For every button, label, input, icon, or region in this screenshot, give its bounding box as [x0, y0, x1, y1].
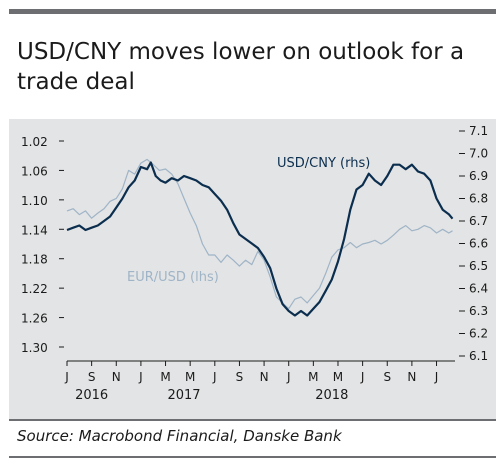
usd-cny-line — [66, 161, 454, 317]
usd-cny-label: USD/CNY (rhs) — [277, 156, 370, 171]
y-left-tick-label: 1.02 — [21, 135, 48, 149]
x-tick-label: S — [88, 370, 96, 384]
x-tick-label: M — [160, 370, 170, 384]
x-tick-label: S — [236, 370, 244, 384]
x-tick-label: M — [185, 370, 195, 384]
chart-panel: USD/CNY moves lower on outlook for a tra… — [9, 9, 496, 461]
y-left-tick-label: 1.06 — [21, 164, 48, 178]
eur-usd-line — [66, 158, 453, 310]
y-left-tick-label: 1.30 — [21, 341, 48, 355]
x-tick-label: J — [138, 370, 143, 384]
y-left-tick-label: 1.22 — [21, 282, 48, 296]
x-tick-label: J — [286, 370, 291, 384]
x-year-label: 2017 — [167, 388, 200, 403]
y-right-tick-label: 6.5 — [469, 259, 488, 273]
x-tick-label: M — [308, 370, 318, 384]
x-year-label: 2016 — [75, 388, 108, 403]
x-tick-label: S — [383, 370, 391, 384]
y-left-tick-label: 1.14 — [21, 223, 48, 237]
x-tick-label: J — [212, 370, 217, 384]
chart-title: USD/CNY moves lower on outlook for a tra… — [17, 39, 465, 95]
x-tick-label: J — [64, 370, 69, 384]
bottom-rule — [9, 456, 496, 458]
y-right-tick-label: 6.8 — [469, 192, 488, 206]
y-right-tick-label: 6.6 — [469, 237, 488, 251]
source-note: Source: Macrobond Financial, Danske Bank — [17, 427, 342, 445]
y-right-tick-label: 7.0 — [469, 147, 488, 161]
y-right-tick-label: 6.9 — [469, 169, 488, 183]
y-right-tick-label: 6.3 — [469, 304, 488, 318]
y-right-tick-label: 6.1 — [469, 349, 488, 363]
eur-usd-label: EUR/USD (lhs) — [127, 270, 219, 285]
y-left-tick-label: 1.18 — [21, 253, 48, 267]
x-tick-label: N — [260, 370, 269, 384]
y-left-tick-label: 1.26 — [21, 312, 48, 326]
source-rule — [9, 419, 496, 421]
line-chart: 1.02 1.06 1.10 1.14 1.18 1.22 1.26 1.30 7.1 7.0 6.… — [21, 124, 488, 403]
x-tick-label: N — [407, 370, 416, 384]
x-year-label: 2018 — [315, 388, 348, 403]
y-right-tick-label: 6.4 — [469, 282, 488, 296]
x-tick-label: J — [434, 370, 439, 384]
x-tick-label: M — [333, 370, 343, 384]
top-rule — [9, 9, 496, 14]
y-left-tick-label: 1.10 — [21, 194, 48, 208]
y-right-tick-label: 6.7 — [469, 214, 488, 228]
x-tick-label: J — [360, 370, 365, 384]
y-right-tick-label: 7.1 — [469, 124, 488, 138]
x-tick-label: N — [112, 370, 121, 384]
y-right-tick-label: 6.2 — [469, 327, 488, 341]
